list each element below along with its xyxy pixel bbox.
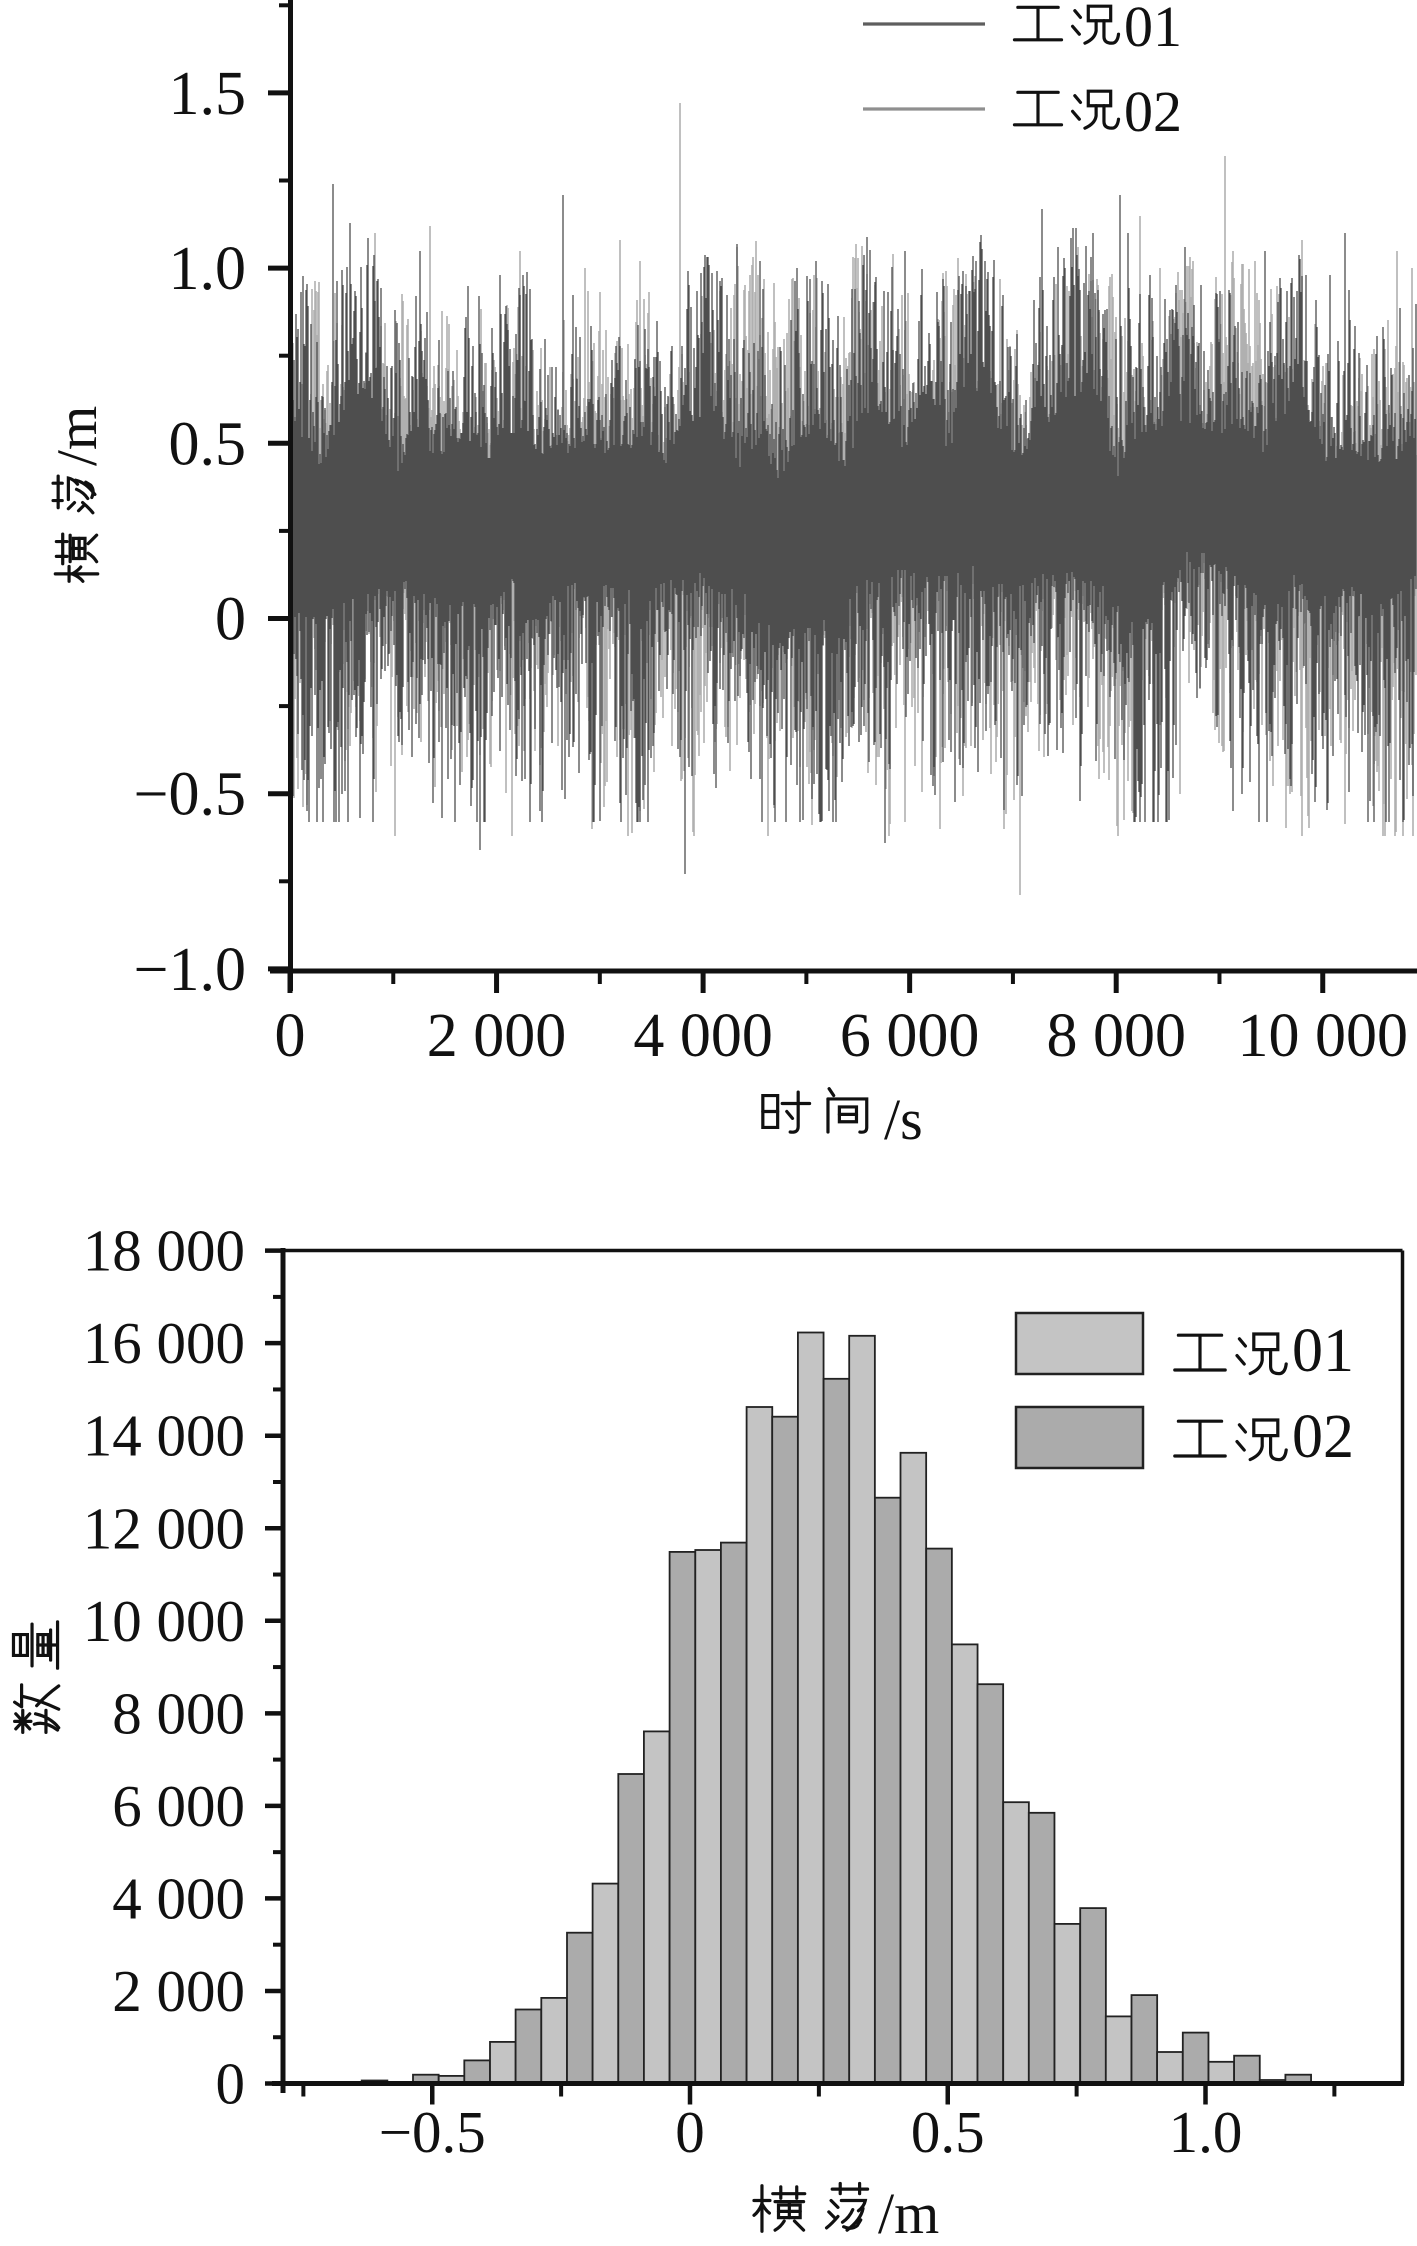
svg-text:0: 0 [215, 586, 246, 654]
svg-text:1.0: 1.0 [1169, 2099, 1243, 2165]
svg-text:14 000: 14 000 [83, 1403, 245, 1469]
svg-text:−1.0: −1.0 [134, 936, 246, 1004]
svg-text:02: 02 [1292, 1403, 1354, 1471]
svg-text:0: 0 [275, 1002, 306, 1070]
svg-text:−0.5: −0.5 [379, 2099, 486, 2165]
svg-text:0.5: 0.5 [169, 410, 247, 478]
svg-text:10 000: 10 000 [1238, 1002, 1409, 1070]
svg-text:4 000: 4 000 [112, 1865, 245, 1931]
svg-text:0.5: 0.5 [911, 2099, 985, 2165]
svg-text:2 000: 2 000 [112, 1958, 245, 2024]
svg-text:0: 0 [675, 2099, 705, 2165]
svg-text:6 000: 6 000 [840, 1002, 980, 1070]
svg-text:01: 01 [1124, 0, 1182, 59]
svg-text:02: 02 [1124, 79, 1182, 144]
svg-text:/m: /m [878, 2181, 939, 2241]
svg-text:1.0: 1.0 [169, 235, 247, 303]
svg-text:/m: /m [46, 406, 109, 466]
svg-text:−0.5: −0.5 [134, 761, 246, 829]
svg-text:16 000: 16 000 [83, 1310, 245, 1376]
svg-text:1.5: 1.5 [169, 60, 247, 128]
svg-text:8 000: 8 000 [1046, 1002, 1186, 1070]
svg-text:4 000: 4 000 [633, 1002, 773, 1070]
svg-text:2 000: 2 000 [427, 1002, 567, 1070]
svg-text:/s: /s [884, 1087, 923, 1152]
svg-text:01: 01 [1292, 1317, 1354, 1385]
svg-text:6 000: 6 000 [112, 1773, 245, 1839]
svg-text:10 000: 10 000 [83, 1588, 245, 1654]
svg-text:18 000: 18 000 [83, 1218, 245, 1284]
svg-text:12 000: 12 000 [83, 1495, 245, 1561]
svg-text:8 000: 8 000 [112, 1680, 245, 1746]
svg-text:0: 0 [216, 2051, 246, 2117]
